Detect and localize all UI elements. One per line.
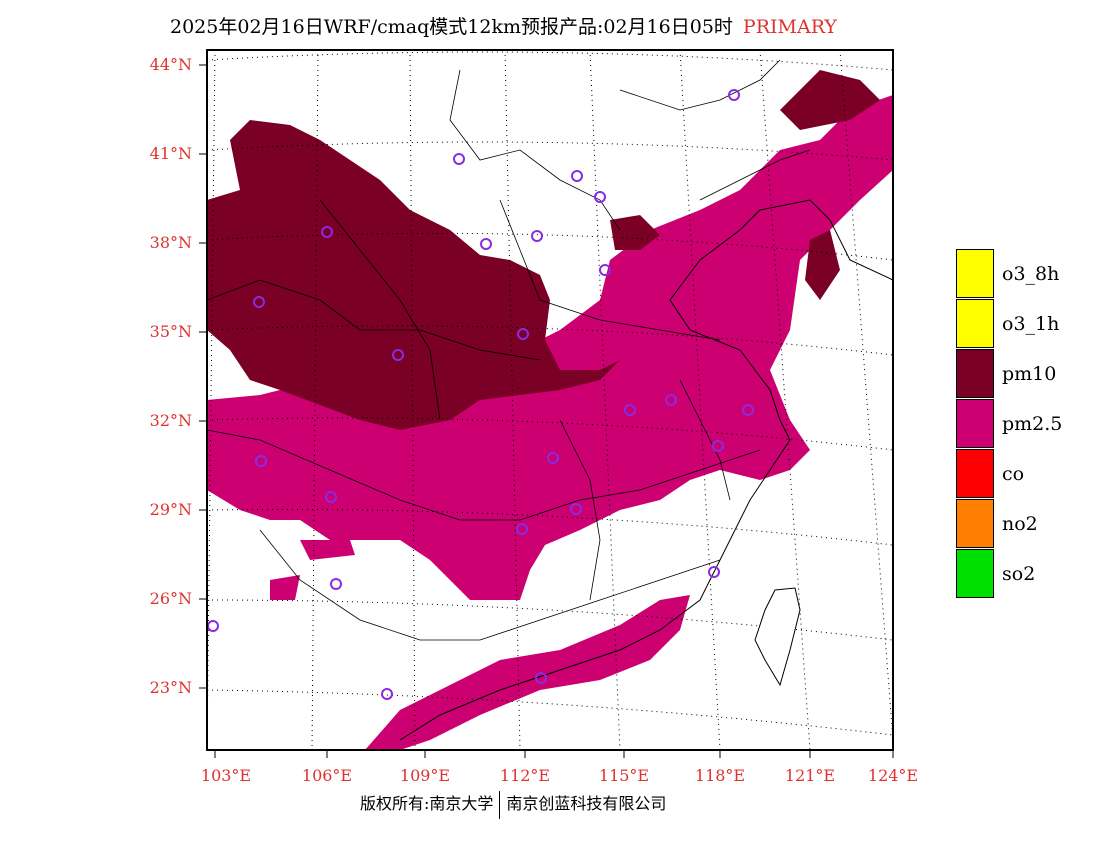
legend-swatch-o3-8h xyxy=(956,249,994,298)
legend-swatch-so2 xyxy=(956,549,994,598)
pm10-northeast-patch xyxy=(610,70,880,300)
lon-label: 106°E xyxy=(301,766,353,785)
lon-label: 112°E xyxy=(499,766,551,785)
station-markers xyxy=(207,89,754,700)
lat-label: 23°N xyxy=(149,678,192,697)
title-text: 2025年02月16日WRF/cmaq模式12km预报产品:02月16日05时 xyxy=(170,16,733,38)
legend-swatch-co xyxy=(956,449,994,498)
lat-label: 44°N xyxy=(149,55,192,74)
copyright-right: 南京创蓝科技有限公司 xyxy=(506,794,667,813)
lon-label: 118°E xyxy=(694,766,746,785)
lat-label: 38°N xyxy=(149,233,192,252)
copyright-footer: 版权所有:南京大学 南京创蓝科技有限公司 xyxy=(360,790,666,819)
copyright-left: 版权所有:南京大学 xyxy=(360,794,494,813)
legend-swatch-pm10 xyxy=(956,349,994,398)
legend-swatch-pm25 xyxy=(956,399,994,448)
taiwan-outline xyxy=(754,587,801,687)
map-frame xyxy=(206,49,894,751)
map-title: 2025年02月16日WRF/cmaq模式12km预报产品:02月16日05时 P… xyxy=(170,12,837,39)
legend-label: pm2.5 xyxy=(1002,413,1063,435)
lon-label: 109°E xyxy=(399,766,451,785)
lon-label: 115°E xyxy=(598,766,650,785)
axis-ticks xyxy=(199,64,894,758)
legend-label: pm10 xyxy=(1002,363,1057,385)
legend-label: co xyxy=(1002,463,1025,485)
lon-label: 124°E xyxy=(867,766,919,785)
lat-label: 35°N xyxy=(149,322,192,341)
pm10-region xyxy=(207,120,620,430)
coastline xyxy=(399,199,893,741)
pm25-south-region xyxy=(365,595,690,750)
pm25-region xyxy=(207,95,893,600)
legend-label: so2 xyxy=(1002,563,1036,585)
graticule xyxy=(207,50,893,750)
legend-label: o3_8h xyxy=(1002,263,1060,285)
legend-label: o3_1h xyxy=(1002,313,1060,335)
lat-label: 41°N xyxy=(149,144,192,163)
title-tag: PRIMARY xyxy=(742,16,837,38)
legend-swatch-no2 xyxy=(956,499,994,548)
legend-swatch-o3-1h xyxy=(956,299,994,348)
lat-label: 32°N xyxy=(149,411,192,430)
lat-label: 29°N xyxy=(149,500,192,519)
province-boundaries xyxy=(207,59,811,641)
copyright-divider xyxy=(499,790,501,819)
pm25-southwest-patch xyxy=(270,540,355,600)
legend-label: no2 xyxy=(1002,513,1038,535)
lon-label: 121°E xyxy=(784,766,836,785)
lat-label: 26°N xyxy=(149,589,192,608)
lon-label: 103°E xyxy=(200,766,252,785)
